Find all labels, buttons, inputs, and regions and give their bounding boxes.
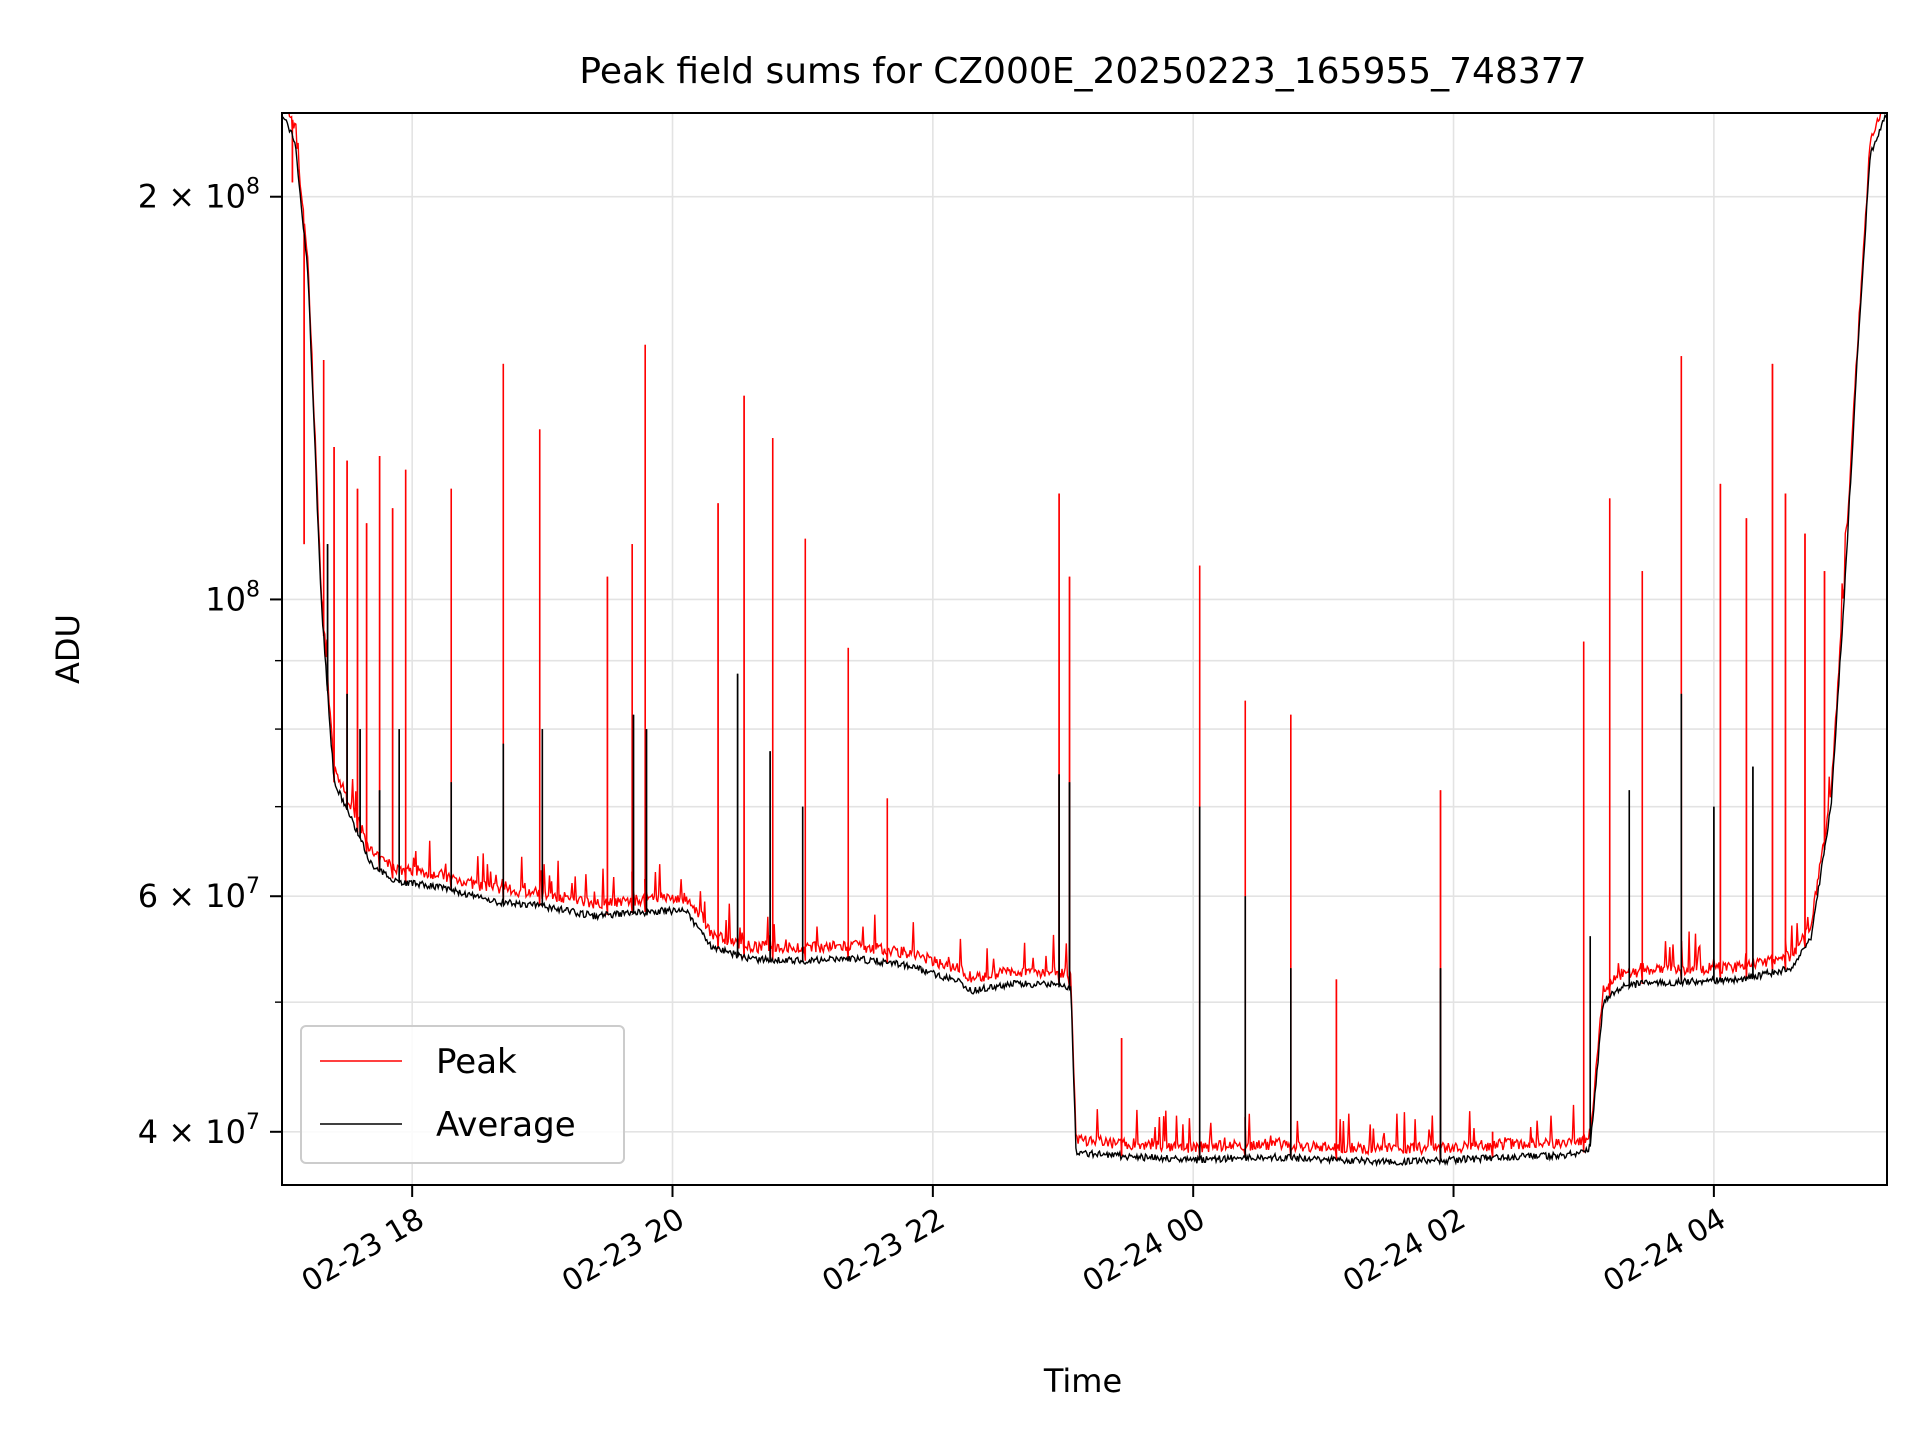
x-axis-label: Time [1043, 1362, 1122, 1400]
chart-title: Peak field sums for CZ000E_20250223_1659… [579, 51, 1586, 92]
grid-lines [282, 113, 1887, 1185]
y-tick-label: 2 × 108 [138, 175, 260, 216]
y-tick-label: 4 × 107 [138, 1110, 260, 1151]
legend: Peak Average [300, 1025, 625, 1164]
y-axis-label: ADU [49, 614, 87, 684]
average-line [282, 113, 1887, 1168]
y-tick-label: 6 × 107 [138, 874, 260, 915]
plot-area [282, 113, 1887, 1168]
legend-peak-label: Peak [436, 1042, 517, 1082]
axes-frame [281, 112, 1888, 1186]
legend-average-label: Average [436, 1105, 576, 1145]
average-series [282, 113, 1887, 1168]
